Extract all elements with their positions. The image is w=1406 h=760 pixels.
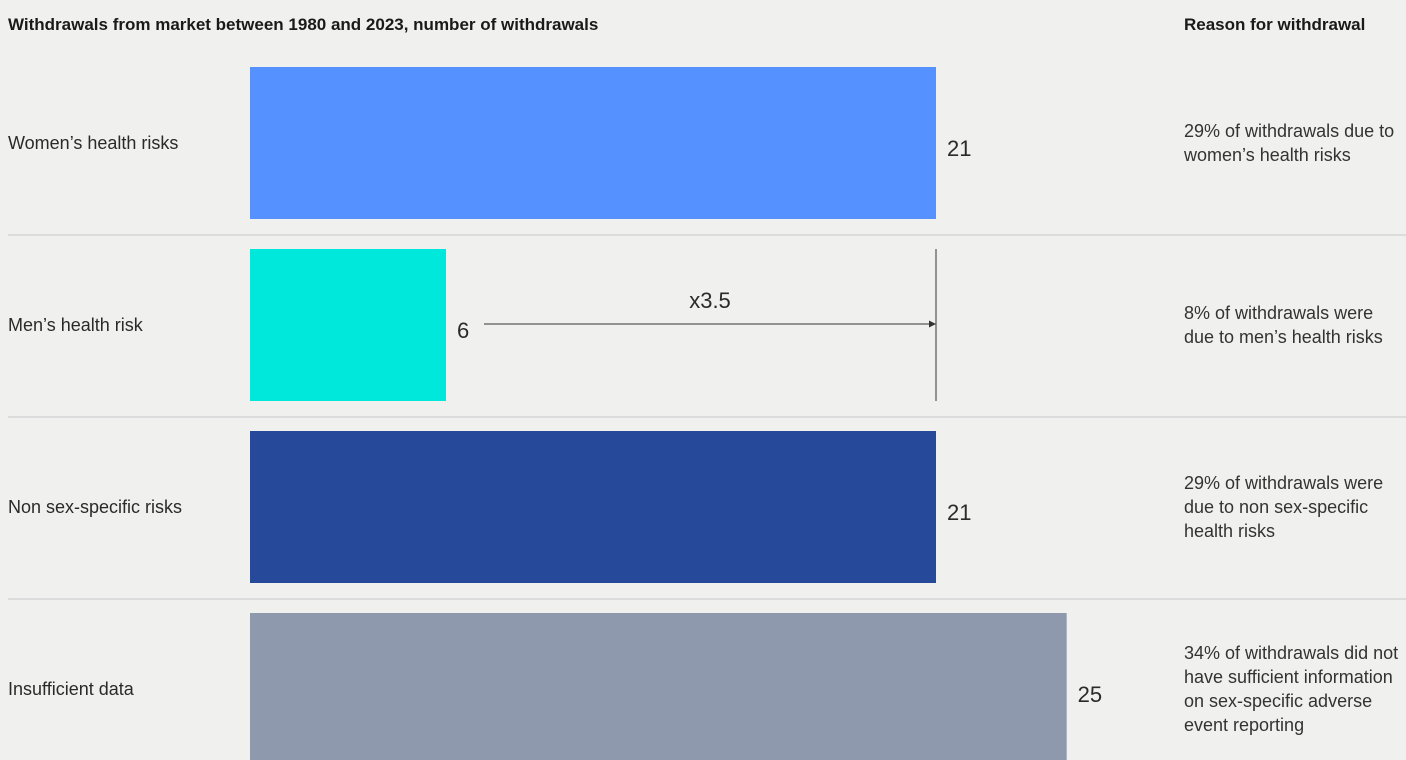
value-label-insufficient-data: 25 [1078, 682, 1102, 707]
bar-womens [250, 67, 936, 219]
bar-non-sex-specific [250, 431, 936, 583]
category-label-non-sex-specific: Non sex-specific risks [8, 497, 182, 517]
reason-note-mens: 8% of withdrawals were due to men’s heal… [1184, 303, 1383, 347]
value-label-non-sex-specific: 21 [947, 500, 971, 525]
ratio-label: x3.5 [689, 288, 731, 313]
bar-mens [250, 249, 446, 401]
reason-note-insufficient-data: 34% of withdrawals did not have sufficie… [1184, 643, 1399, 735]
category-label-womens: Women’s health risks [8, 133, 178, 153]
category-label-mens: Men’s health risk [8, 315, 144, 335]
value-label-womens: 21 [947, 136, 971, 161]
value-label-mens: 6 [457, 318, 469, 343]
chart-title: Withdrawals from market between 1980 and… [8, 15, 599, 34]
reason-note-womens: 29% of withdrawals due to women’s health… [1184, 121, 1395, 165]
ratio-arrow-head [929, 320, 936, 328]
reason-column-title: Reason for withdrawal [1184, 15, 1366, 34]
category-label-insufficient-data: Insufficient data [8, 679, 135, 699]
bar-insufficient-data [250, 613, 1067, 760]
reason-note-non-sex-specific: 29% of withdrawals were due to non sex-s… [1184, 473, 1384, 541]
